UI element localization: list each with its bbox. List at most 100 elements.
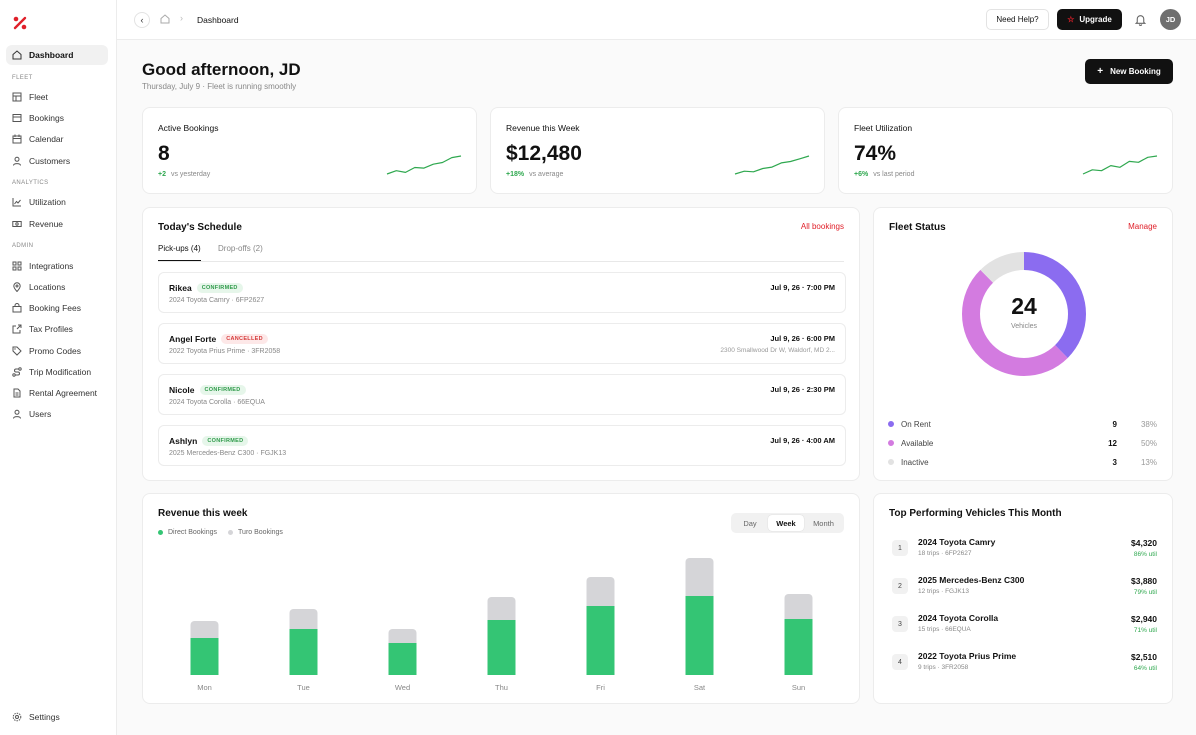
vehicle-sub: 9 trips · 3FR2058 [918, 664, 969, 671]
sidebar-item-label: Booking Fees [29, 303, 81, 313]
vehicle-row[interactable]: 3 2024 Toyota Corolla 15 trips · 66EQUA … [889, 610, 1157, 640]
period-segmented-control: Day Week Month [731, 513, 844, 533]
vehicle-name: 2024 Toyota Corolla [918, 613, 999, 623]
vehicle-sub: 12 trips · FGJK13 [918, 588, 969, 595]
tab-dropoffs[interactable]: Drop-offs (2) [218, 244, 263, 253]
sparkline [734, 155, 810, 175]
fleet-legend-row: On Rent 9 38% [888, 418, 1157, 430]
top-vehicles-title: Top Performing Vehicles This Month [889, 508, 1062, 519]
vehicle-row[interactable]: 1 2024 Toyota Camry 18 trips · 6FP2627 $… [889, 534, 1157, 564]
sidebar-item-integrations[interactable]: Integrations [6, 256, 108, 276]
legend-direct-label: Direct Bookings [168, 529, 218, 536]
fleet-legend-row: Available 12 50% [888, 437, 1157, 449]
fleet-donut-chart [962, 252, 1086, 376]
vehicle-row[interactable]: 2 2025 Mercedes-Benz C300 12 trips · FGJ… [889, 572, 1157, 602]
schedule-row[interactable]: Angel Forte CANCELLED 2022 Toyota Prius P… [158, 323, 846, 364]
home-icon[interactable] [160, 14, 170, 24]
bag-icon [12, 303, 22, 313]
period-month-button[interactable]: Month [813, 518, 834, 528]
back-button[interactable]: ‹ [134, 12, 150, 28]
page-title: Good afternoon, JD [142, 60, 301, 79]
sidebar-item-tax-profiles[interactable]: Tax Profiles [6, 319, 108, 339]
schedule-row[interactable]: Nicole CONFIRMED 2024 Toyota Corolla · 66… [158, 374, 846, 415]
sidebar-item-label: Dashboard [29, 50, 74, 60]
legend-dot [888, 421, 894, 427]
vehicle-amount: $4,320 [1131, 538, 1157, 548]
sidebar-item-revenue[interactable]: Revenue [6, 214, 108, 234]
vehicle-sub: 15 trips · 66EQUA [918, 626, 971, 633]
sidebar-item-label: Trip Modification [29, 367, 92, 377]
period-day-button[interactable]: Day [743, 518, 757, 528]
bookings-icon [12, 114, 22, 122]
vehicle-name: 2024 Toyota Camry [918, 537, 996, 547]
manage-link[interactable]: Manage [1128, 222, 1157, 231]
legend-dot-turo [228, 530, 234, 535]
schedule-row[interactable]: Ashlyn CONFIRMED 2025 Mercedes-Benz C300 … [158, 425, 846, 466]
section-label-analytics: ANALYTICS [12, 180, 49, 186]
sidebar-item-customers[interactable]: Customers [6, 151, 108, 171]
sidebar-item-promo-codes[interactable]: Promo Codes [6, 341, 108, 361]
status-badge: CANCELLED [221, 334, 268, 344]
breadcrumb: Dashboard [197, 15, 239, 25]
sidebar: Dashboard FLEET Fleet Bookings Calendar … [0, 0, 117, 735]
gear-icon [12, 712, 22, 722]
vehicle-amount: $2,510 [1131, 652, 1157, 662]
all-bookings-link[interactable]: All bookings [800, 222, 844, 231]
booking-time: Jul 9, 26 · 7:00 PM [770, 283, 835, 292]
route-icon [12, 367, 22, 377]
sparkline-path [386, 155, 462, 175]
vehicle-info: 2022 Toyota Prius Prime · 3FR2058 [169, 348, 281, 355]
bar-direct-tue [289, 629, 318, 675]
bar-turo-wed [388, 629, 417, 647]
sidebar-item-calendar[interactable]: Calendar [6, 129, 108, 149]
sidebar-item-settings[interactable]: Settings [6, 707, 108, 727]
schedule-row[interactable]: Rikea CONFIRMED 2024 Toyota Camry · 6FP26… [158, 272, 846, 313]
sidebar-item-label: Utilization [29, 197, 66, 207]
sidebar-item-bookings[interactable]: Bookings [6, 108, 108, 128]
legend-dot-direct [158, 530, 163, 535]
customer-name: Rikea CONFIRMED [169, 283, 243, 293]
kpi-value: $12,480 [506, 142, 582, 165]
kpi-delta-note: vs average [529, 171, 564, 178]
upgrade-button[interactable]: ☆ Upgrade [1057, 9, 1122, 30]
kpi-card-fleet-utilization: Fleet Utilization 74% +6% vs last period [838, 107, 1173, 194]
rank-badge: 3 [892, 616, 908, 632]
x-tick-label: Sun [792, 683, 805, 692]
integrations-icon [12, 261, 22, 271]
tab-pickups[interactable]: Pick-ups (4) [158, 244, 201, 261]
sidebar-item-dashboard[interactable]: Dashboard [6, 45, 108, 65]
vehicle-amount: $3,880 [1131, 576, 1157, 586]
sidebar-item-locations[interactable]: Locations [6, 277, 108, 297]
sidebar-item-rental-agreement[interactable]: Rental Agreement [6, 383, 108, 403]
sidebar-item-label: Tax Profiles [29, 324, 73, 334]
legend-label: Inactive [901, 457, 929, 467]
sidebar-item-trip-modification[interactable]: Trip Modification [6, 362, 108, 382]
legend-count: 12 [1108, 438, 1117, 448]
sidebar-item-users[interactable]: Users [6, 404, 108, 424]
kpi-value: 74% [854, 142, 897, 165]
bar-turo-tue [289, 609, 318, 633]
kpi-label: Active Bookings [158, 123, 219, 133]
sidebar-item-utilization[interactable]: Utilization [6, 192, 108, 212]
kpi-card-revenue-week: Revenue this Week $12,480 +18% vs average [490, 107, 825, 194]
sidebar-item-fleet[interactable]: Fleet [6, 87, 108, 107]
period-week-button[interactable]: Week [768, 515, 804, 531]
kpi-label: Fleet Utilization [854, 123, 913, 133]
customer-name-text: Nicole [169, 385, 195, 395]
customer-name: Ashlyn CONFIRMED [169, 436, 249, 446]
avatar[interactable]: JD [1160, 9, 1181, 30]
new-booking-button[interactable]: + New Booking [1085, 59, 1173, 84]
legend-dot [888, 459, 894, 465]
bell-icon[interactable] [1134, 13, 1147, 26]
help-button[interactable]: Need Help? [986, 9, 1049, 30]
vehicle-row[interactable]: 4 2022 Toyota Prius Prime 9 trips · 3FR2… [889, 648, 1157, 678]
vehicle-info: 2024 Toyota Corolla · 66EQUA [169, 399, 265, 406]
sidebar-item-label: Locations [29, 282, 66, 292]
grid-icon [12, 92, 22, 102]
vehicle-util: 64% util [1133, 665, 1157, 672]
sidebar-item-label: Calendar [29, 134, 64, 144]
customer-name: Nicole CONFIRMED [169, 385, 246, 395]
bar-direct-mon [190, 638, 219, 675]
x-tick-label: Mon [197, 683, 212, 692]
sidebar-item-booking-fees[interactable]: Booking Fees [6, 298, 108, 318]
